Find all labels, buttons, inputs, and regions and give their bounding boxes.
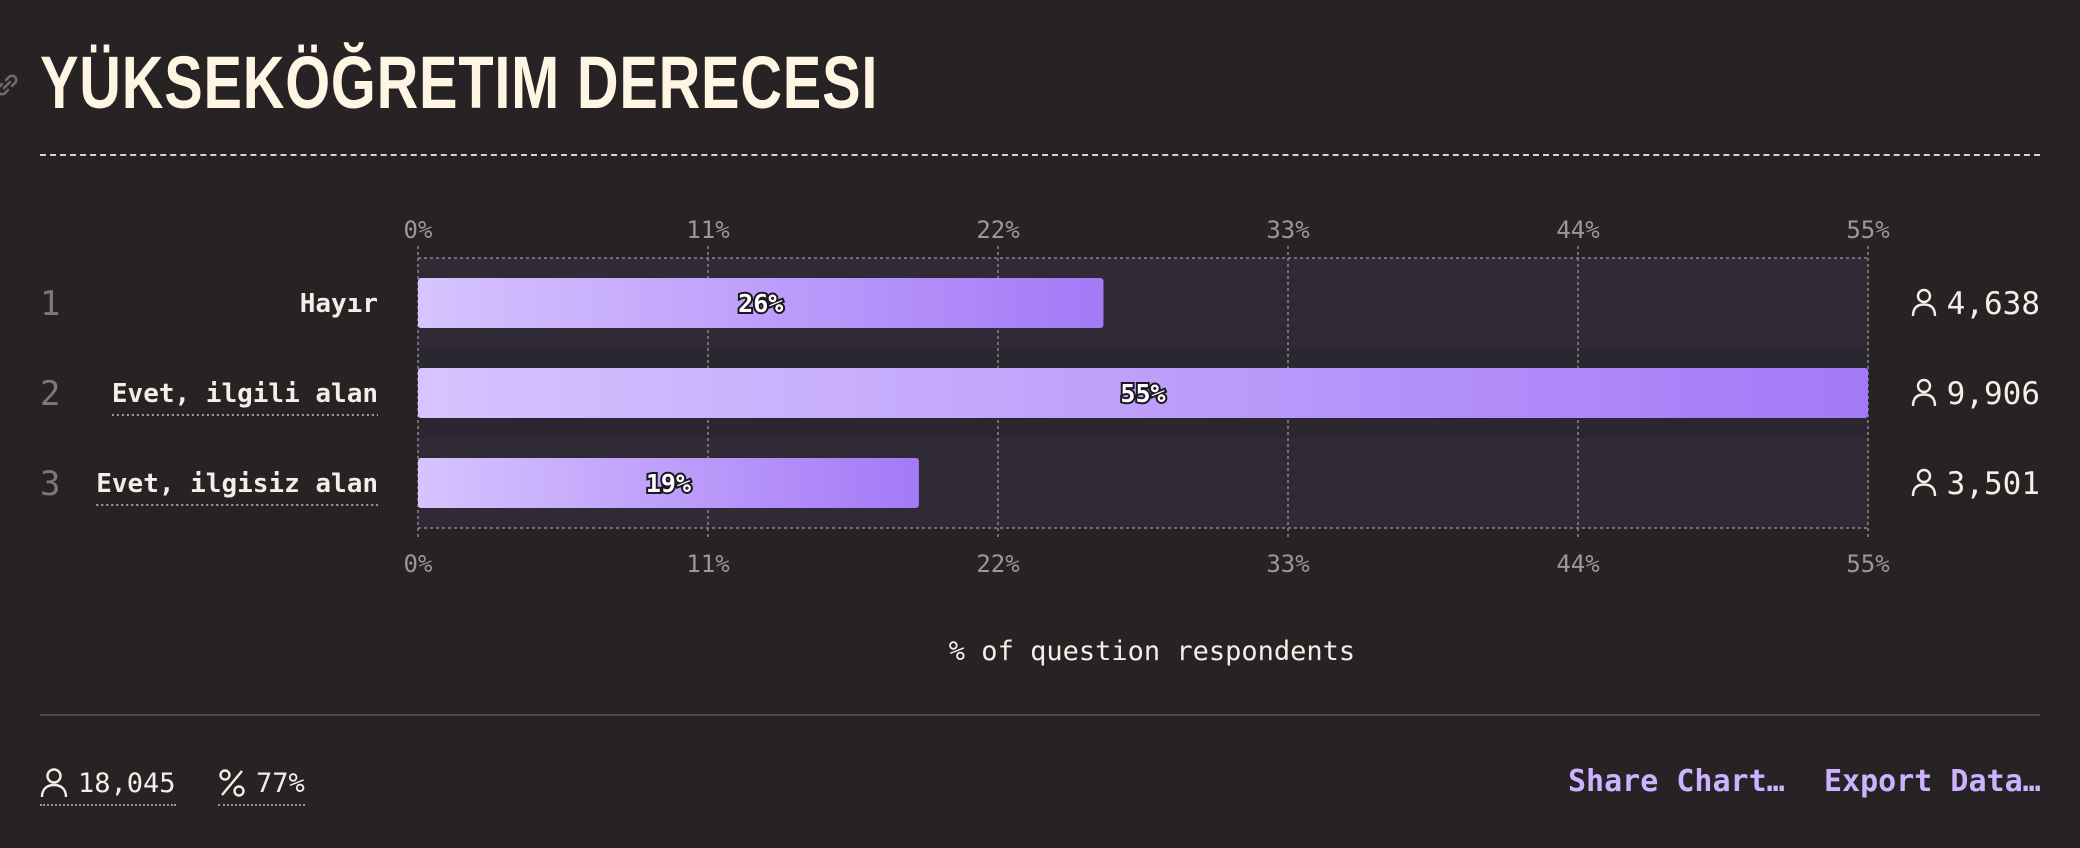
respondent-count: 9,906 — [1947, 376, 2040, 412]
x-tick-label-top: 55% — [1846, 216, 1890, 244]
share-chart-button[interactable]: Share Chart… — [1568, 764, 1785, 799]
x-axis-title: % of question respondents — [948, 636, 1356, 667]
bar-value-label: 26% — [738, 289, 783, 318]
x-tick-label-bottom: 0% — [404, 550, 433, 578]
bar-value-label: 19% — [646, 469, 691, 498]
respondents-stat[interactable]: 18,045 — [40, 762, 176, 806]
user-icon — [1911, 378, 1937, 407]
user-icon-head — [1916, 378, 1932, 394]
response-rate-value: 77% — [256, 767, 305, 799]
user-icon-head — [1916, 468, 1932, 484]
category-label: Hayır — [300, 289, 378, 319]
bar — [418, 458, 919, 508]
row-rank: 3 — [40, 464, 60, 504]
row-rank: 2 — [40, 374, 60, 414]
x-tick-label-top: 22% — [976, 216, 1020, 244]
respondent-count: 3,501 — [1947, 466, 2040, 502]
user-icon-head — [1916, 288, 1932, 304]
x-tick-label-top: 33% — [1266, 216, 1310, 244]
bar-chart: 0% 0% 11% 11% 22% 22% 33% 33% 44% 44% 55% 55% 26% 1 H… — [40, 216, 2040, 578]
user-icon-body — [1911, 303, 1937, 317]
x-tick-label-bottom: 55% — [1846, 550, 1890, 578]
response-rate-stat[interactable]: 77% — [218, 762, 305, 806]
export-data-button[interactable]: Export Data… — [1824, 764, 2041, 799]
bar — [418, 278, 1104, 328]
respondents-count: 18,045 — [78, 767, 176, 799]
user-icon — [40, 768, 68, 798]
x-tick-label-top: 11% — [686, 216, 730, 244]
page-title: YÜKSEKÖĞRETIM DERECESI — [40, 41, 879, 124]
bar-value-label: 55% — [1120, 379, 1165, 408]
title-divider — [40, 154, 2040, 156]
footer-divider — [40, 714, 2040, 716]
row-rank: 1 — [40, 284, 60, 324]
x-tick-label-top: 44% — [1556, 216, 1600, 244]
respondent-count: 4,638 — [1947, 286, 2040, 322]
category-label: Evet, ilgisiz alan — [96, 469, 378, 499]
user-icon — [1911, 288, 1937, 317]
user-icon — [1911, 468, 1937, 497]
x-tick-label-bottom: 33% — [1266, 550, 1310, 578]
x-tick-label-bottom: 22% — [976, 550, 1020, 578]
x-tick-label-bottom: 44% — [1556, 550, 1600, 578]
category-label: Evet, ilgili alan — [112, 379, 378, 409]
percent-icon — [219, 769, 245, 797]
user-icon-body — [1911, 483, 1937, 497]
user-icon-body — [1911, 393, 1937, 407]
x-tick-label-bottom: 11% — [686, 550, 730, 578]
link-icon[interactable] — [0, 72, 20, 98]
x-tick-label-top: 0% — [404, 216, 433, 244]
bar — [418, 368, 1868, 418]
